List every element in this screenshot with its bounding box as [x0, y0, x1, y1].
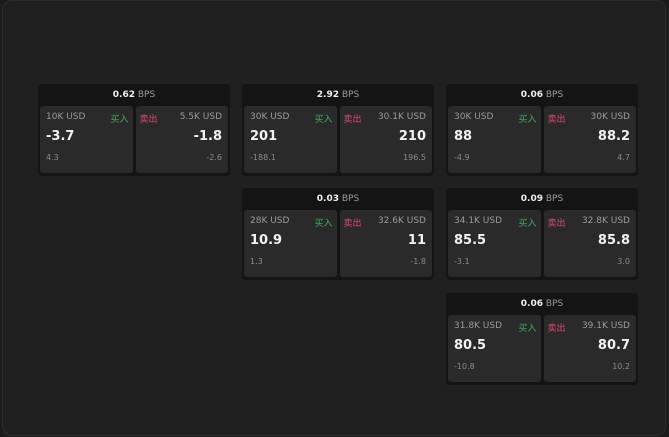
buy-side[interactable]: 30K USD 买入 88 -4.9: [448, 106, 541, 173]
buy-price: 80.5: [454, 338, 487, 353]
spread-value: 0.09: [520, 194, 543, 204]
buy-side[interactable]: 34.1K USD 买入 85.5 -3.1: [448, 210, 541, 277]
buy-change: 1.3: [250, 257, 263, 266]
buy-quantity: 30K USD: [454, 112, 494, 122]
spread-unit: BPS: [341, 194, 360, 204]
spread-header: 0.09 BPS: [446, 188, 638, 210]
spread-header: 0.06 BPS: [446, 84, 638, 106]
price-widget: 0.62 BPS 10K USD 买入 -3.7 4.3 5.5K USD 卖出…: [38, 84, 230, 176]
buy-side[interactable]: 28K USD 买入 10.9 1.3: [244, 210, 337, 277]
buy-change: -10.8: [454, 362, 475, 371]
spread-unit: BPS: [137, 90, 156, 100]
sell-quantity: 30.1K USD: [377, 112, 426, 122]
spread-unit: BPS: [341, 90, 360, 100]
buy-price: 10.9: [250, 233, 283, 248]
spread-header: 0.06 BPS: [446, 293, 638, 315]
buy-change: -4.9: [454, 153, 470, 162]
spread-unit: BPS: [545, 90, 564, 100]
sell-change: 10.2: [612, 362, 630, 371]
buy-side[interactable]: 30K USD 买入 201 -188.1: [244, 106, 337, 173]
buy-side[interactable]: 31.8K USD 买入 80.5 -10.8: [448, 315, 541, 382]
sell-quantity: 5.5K USD: [179, 112, 222, 122]
sell-label: 卖出: [547, 115, 566, 125]
sell-change: 4.7: [617, 153, 630, 162]
price-widget: 0.09 BPS 34.1K USD 买入 85.5 -3.1 32.8K US…: [446, 188, 638, 280]
sell-side[interactable]: 30K USD 卖出 88.2 4.7: [543, 106, 636, 173]
spread-unit: BPS: [545, 299, 564, 309]
buy-quantity: 30K USD: [250, 112, 290, 122]
buy-label: 买入: [314, 219, 333, 229]
sell-price: -1.8: [193, 129, 222, 144]
spread-header: 0.62 BPS: [38, 84, 230, 106]
sell-quantity: 30K USD: [590, 112, 630, 122]
spread-value: 2.92: [316, 90, 339, 100]
sell-label: 卖出: [139, 115, 158, 125]
sell-label: 卖出: [343, 115, 362, 125]
sell-price: 210: [398, 129, 426, 144]
buy-quantity: 28K USD: [250, 216, 290, 226]
sell-label: 卖出: [547, 324, 566, 334]
buy-label: 买入: [518, 219, 537, 229]
buy-price: 85.5: [454, 233, 487, 248]
spread-value: 0.62: [112, 90, 135, 100]
sell-price: 88.2: [597, 129, 630, 144]
spread-value: 0.06: [520, 299, 543, 309]
sell-side[interactable]: 32.6K USD 卖出 11 -1.8: [339, 210, 432, 277]
sell-side[interactable]: 39.1K USD 卖出 80.7 10.2: [543, 315, 636, 382]
sell-price: 80.7: [597, 338, 630, 353]
sell-change: -2.6: [206, 153, 222, 162]
sell-change: 196.5: [403, 153, 426, 162]
buy-change: 4.3: [46, 153, 59, 162]
buy-label: 买入: [518, 115, 537, 125]
sell-side[interactable]: 5.5K USD 卖出 -1.8 -2.6: [135, 106, 228, 173]
buy-price: 201: [250, 129, 278, 144]
spread-value: 0.03: [316, 194, 339, 204]
buy-change: -188.1: [250, 153, 276, 162]
sell-quantity: 32.6K USD: [377, 216, 426, 226]
buy-side[interactable]: 10K USD 买入 -3.7 4.3: [40, 106, 133, 173]
buy-label: 买入: [110, 115, 129, 125]
spread-unit: BPS: [545, 194, 564, 204]
buy-price: -3.7: [46, 129, 75, 144]
buy-quantity: 10K USD: [46, 112, 86, 122]
sell-side[interactable]: 32.8K USD 卖出 85.8 3.0: [543, 210, 636, 277]
spread-header: 2.92 BPS: [242, 84, 434, 106]
sell-price: 11: [407, 233, 426, 248]
sell-label: 卖出: [547, 219, 566, 229]
buy-quantity: 34.1K USD: [454, 216, 503, 226]
price-widget: 2.92 BPS 30K USD 买入 201 -188.1 30.1K USD…: [242, 84, 434, 176]
sell-price: 85.8: [597, 233, 630, 248]
spread-header: 0.03 BPS: [242, 188, 434, 210]
buy-price: 88: [454, 129, 473, 144]
buy-label: 买入: [518, 324, 537, 334]
sell-quantity: 32.8K USD: [581, 216, 630, 226]
sell-quantity: 39.1K USD: [581, 321, 630, 331]
price-widget: 0.06 BPS 31.8K USD 买入 80.5 -10.8 39.1K U…: [446, 293, 638, 385]
sell-side[interactable]: 30.1K USD 卖出 210 196.5: [339, 106, 432, 173]
spread-value: 0.06: [520, 90, 543, 100]
buy-change: -3.1: [454, 257, 470, 266]
buy-quantity: 31.8K USD: [454, 321, 503, 331]
price-widget: 0.06 BPS 30K USD 买入 88 -4.9 30K USD 卖出 8…: [446, 84, 638, 176]
sell-label: 卖出: [343, 219, 362, 229]
sell-change: -1.8: [410, 257, 426, 266]
sell-change: 3.0: [617, 257, 630, 266]
price-widget: 0.03 BPS 28K USD 买入 10.9 1.3 32.6K USD 卖…: [242, 188, 434, 280]
buy-label: 买入: [314, 115, 333, 125]
